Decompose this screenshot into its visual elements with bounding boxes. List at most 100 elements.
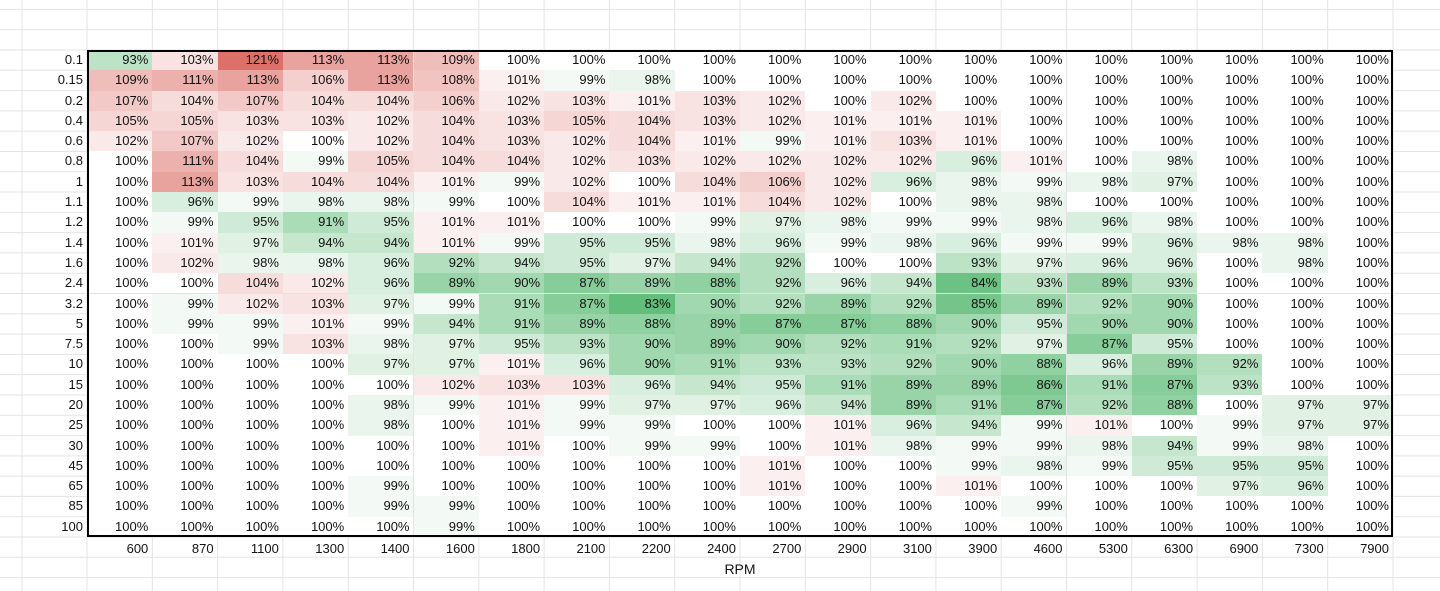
heat-cell: 100% xyxy=(1197,171,1263,193)
heat-cell: 96% xyxy=(1066,212,1132,233)
column-label: 3100 xyxy=(902,541,932,556)
column-label: 3900 xyxy=(968,541,998,556)
heat-cell: 101% xyxy=(805,415,871,436)
heat-cell: 101% xyxy=(674,131,740,152)
heat-cell: 97% xyxy=(1327,394,1393,416)
axis-label: RPM xyxy=(724,561,756,578)
heat-cell: 102% xyxy=(740,90,806,111)
heat-cell: 101% xyxy=(740,455,806,477)
heat-cell: 100% xyxy=(152,455,218,477)
heat-cell: 103% xyxy=(609,151,675,172)
heat-cell: 99% xyxy=(674,212,740,233)
heat-cell: 100% xyxy=(1197,212,1263,233)
heat-cell: 104% xyxy=(609,131,675,152)
heat-cell: 99% xyxy=(348,313,414,335)
heat-cell: 100% xyxy=(609,516,675,537)
heat-cell: 100% xyxy=(1262,192,1328,213)
heat-cell: 105% xyxy=(152,110,218,132)
heat-cell: 91% xyxy=(282,212,349,233)
heat-cell: 89% xyxy=(935,374,1002,395)
column-label: 1300 xyxy=(315,541,345,556)
heat-cell: 102% xyxy=(544,151,610,172)
heat-cell: 100% xyxy=(805,496,871,517)
heat-cell: 100% xyxy=(740,70,806,91)
heat-cell: 100% xyxy=(1327,131,1393,152)
heat-cell: 100% xyxy=(217,516,283,537)
heat-cell: 100% xyxy=(805,516,871,537)
heat-cell: 100% xyxy=(152,374,218,395)
heat-cell: 99% xyxy=(152,212,218,233)
heat-cell: 94% xyxy=(413,313,479,335)
heat-cell: 99% xyxy=(478,232,545,253)
heat-cell: 102% xyxy=(87,131,153,152)
heat-cell: 92% xyxy=(1066,394,1132,416)
heat-cell: 93% xyxy=(544,334,610,355)
heat-cell: 99% xyxy=(544,394,610,416)
row-label: 30 xyxy=(68,437,83,453)
row-label: 0.1 xyxy=(64,52,83,67)
heat-cell: 98% xyxy=(805,212,871,233)
heat-cell: 100% xyxy=(413,415,479,436)
heat-cell: 99% xyxy=(1001,496,1067,517)
heat-cell: 93% xyxy=(1001,273,1067,294)
heat-cell: 102% xyxy=(413,374,479,395)
heat-cell: 100% xyxy=(152,334,218,355)
heat-cell: 96% xyxy=(348,252,414,274)
heat-cell: 102% xyxy=(805,151,871,172)
column-label: 2400 xyxy=(707,541,736,556)
column-label: 4600 xyxy=(1033,541,1063,556)
heat-cell: 100% xyxy=(1327,455,1393,477)
row-label: 45 xyxy=(68,457,83,473)
heat-cell: 97% xyxy=(1262,394,1328,416)
heat-cell: 98% xyxy=(609,70,675,91)
heat-cell: 95% xyxy=(1001,313,1067,335)
heat-cell: 96% xyxy=(935,151,1002,172)
heat-cell: 96% xyxy=(152,192,218,213)
heat-cell: 101% xyxy=(674,192,740,213)
heat-cell: 100% xyxy=(413,476,479,497)
heat-cell: 100% xyxy=(282,354,349,375)
heat-cell: 100% xyxy=(1197,516,1263,537)
heat-cell: 100% xyxy=(1327,212,1393,233)
heat-cell: 100% xyxy=(870,516,936,537)
heat-cell: 100% xyxy=(674,516,740,537)
heat-cell: 100% xyxy=(217,496,283,517)
heat-cell: 104% xyxy=(217,273,283,294)
heat-cell: 100% xyxy=(870,455,936,477)
heat-cell: 98% xyxy=(348,394,414,416)
heat-cell: 100% xyxy=(870,50,936,71)
heat-cell: 100% xyxy=(544,496,610,517)
heat-cell: 99% xyxy=(935,435,1002,456)
heat-cell: 100% xyxy=(544,455,610,477)
heat-cell: 100% xyxy=(1262,313,1328,335)
heat-cell: 100% xyxy=(740,435,806,456)
heat-cell: 98% xyxy=(1001,192,1067,213)
heat-cell: 102% xyxy=(544,131,610,152)
heat-cell: 96% xyxy=(1262,476,1328,497)
heat-cell: 100% xyxy=(870,252,936,274)
row-label: 7.5 xyxy=(64,336,83,352)
column-label: 1100 xyxy=(250,541,279,556)
heat-cell: 94% xyxy=(805,394,871,416)
heat-cell: 98% xyxy=(870,435,936,456)
heat-cell: 89% xyxy=(805,293,871,314)
heat-cell: 100% xyxy=(1327,90,1393,111)
heat-cell: 100% xyxy=(1262,131,1328,152)
heat-cell: 100% xyxy=(87,293,153,314)
heat-cell: 98% xyxy=(217,252,283,274)
heat-cell: 104% xyxy=(413,151,479,172)
heat-cell: 100% xyxy=(282,476,349,497)
heat-cell: 97% xyxy=(1001,252,1067,274)
heat-cell: 100% xyxy=(1197,151,1263,172)
heat-cell: 92% xyxy=(740,252,806,274)
heat-cell: 103% xyxy=(544,374,610,395)
heat-cell: 95% xyxy=(217,212,283,233)
heat-cell: 100% xyxy=(1327,151,1393,172)
heat-cell: 100% xyxy=(1001,516,1067,537)
heat-cell: 100% xyxy=(217,354,283,375)
heat-cell: 97% xyxy=(609,394,675,416)
heat-cell: 100% xyxy=(1001,476,1067,497)
row-label: 100 xyxy=(61,518,83,534)
heat-cell: 100% xyxy=(1131,476,1198,497)
